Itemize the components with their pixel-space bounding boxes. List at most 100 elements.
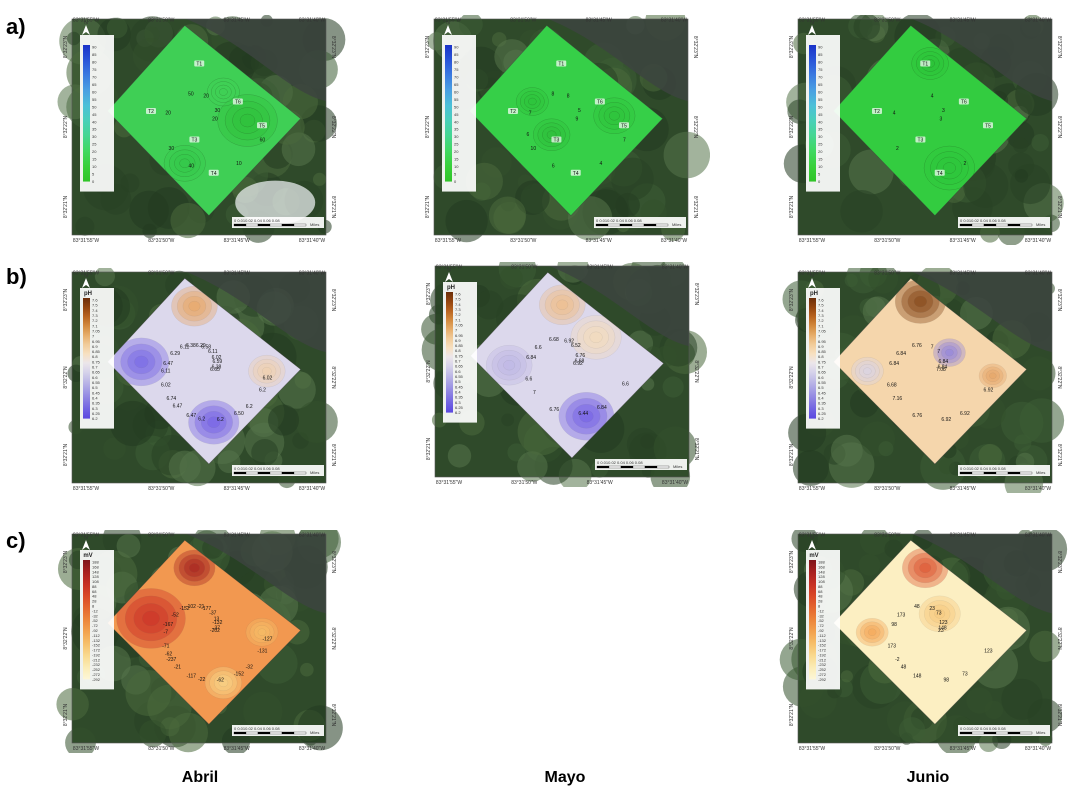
lat-tick-right: 8°32'22"N: [1056, 627, 1062, 650]
station-label: T4: [573, 171, 579, 177]
contour-label: 6.6: [622, 382, 629, 388]
vegetation-patch: [103, 437, 126, 460]
contour-ring: [576, 320, 616, 355]
station-label: T2: [510, 109, 516, 115]
legend-value: 88: [818, 584, 823, 589]
legend-value: 6.95: [455, 333, 464, 338]
legend-value: 30: [818, 134, 823, 139]
legend-value: 168: [92, 564, 99, 569]
scale-bar-segment: [1007, 731, 1021, 735]
site-outline: [469, 25, 664, 216]
legend-value: -52: [818, 618, 825, 623]
lat-tick-left: 8°32'22"N: [789, 366, 795, 389]
lon-tick-top: 83°31'40"W: [1025, 18, 1051, 24]
contour-ring: [978, 363, 1007, 389]
contour-label: 2: [896, 146, 899, 152]
vegetation-patch: [663, 131, 710, 179]
legend-value: 148: [92, 569, 99, 574]
north-label: N: [84, 20, 88, 26]
contour-label: 6.76: [912, 413, 922, 419]
legend-value: -252: [92, 667, 101, 672]
legend-value: 55: [92, 97, 97, 102]
contour-label: -177: [201, 606, 211, 612]
scale-bar-segment: [983, 731, 997, 735]
scale-bar-segment: [631, 223, 645, 227]
lon-tick-top: 83°31'55"W: [436, 265, 462, 271]
contour-ring: [933, 338, 966, 367]
vegetation-patch: [517, 451, 548, 482]
legend-value: 28: [92, 599, 97, 604]
scale-bar-segment: [620, 465, 634, 469]
lat-tick-right: 8°32'23"N: [330, 289, 336, 312]
contour-ring: [224, 100, 271, 141]
north-arrow-icon: [82, 540, 90, 550]
contour-ring: [907, 290, 934, 313]
contour-label: 6.84: [938, 359, 948, 365]
lon-tick-top: 83°31'40"W: [1025, 533, 1051, 539]
site-area: [470, 272, 664, 459]
lat-tick-right: 8°32'23"N: [693, 283, 699, 306]
station-label: T5: [259, 123, 265, 129]
scale-bar-segment: [293, 223, 307, 227]
scale-bar-box: [958, 725, 1050, 736]
vegetation-patch: [1029, 630, 1061, 662]
map-b-abril: 6.65 6.74 6.58 6.50 6.47 6.59 6.47 6.38 6.2 6.02 6…: [50, 268, 348, 493]
contour-ring: [257, 362, 277, 380]
station-marker: [958, 98, 969, 105]
lat-tick-left: 8°32'21"N: [789, 443, 795, 466]
legend-value: -232: [92, 662, 101, 667]
lon-tick-top: 83°31'40"W: [662, 265, 688, 271]
legend-ramp: [83, 45, 90, 182]
north-arrow-icon: [808, 278, 816, 288]
contour-label: 123: [984, 649, 993, 655]
scale-bar-segment: [245, 223, 259, 227]
station-label: T1: [922, 61, 928, 67]
legend-value: 6.7: [818, 365, 824, 370]
contour-label: 6.02: [161, 382, 171, 388]
vegetation-patch: [312, 172, 327, 186]
station-marker: [556, 60, 567, 67]
contour-ring: [603, 106, 625, 125]
legend-value: 6.8: [818, 354, 824, 359]
legend-value: 6.9: [92, 344, 98, 349]
legend-value: 55: [818, 97, 823, 102]
vegetation-patch: [142, 223, 157, 239]
legend-value: 7: [455, 328, 458, 333]
contour-labels: 6.656.746.586.506.47 6.596.476.386.26.026…: [161, 343, 273, 423]
contour-ring: [249, 621, 275, 643]
map-c-junio: 23 -2 23 73 98 123 148 48 123 173 73 98 173 148 48 mV 18…: [776, 530, 1074, 753]
legend-value: 20: [92, 149, 97, 154]
legend-value: 6.55: [455, 374, 464, 379]
contour-ring: [937, 341, 962, 364]
station-marker: [551, 136, 562, 143]
legend-value: 6.85: [92, 349, 101, 354]
contour-label: -117: [186, 674, 196, 680]
legend-value: 50: [454, 104, 459, 109]
vegetation-patch: [488, 196, 527, 234]
contour-label: 6.2: [259, 388, 266, 394]
contour-ring: [219, 88, 228, 96]
contour-ring: [209, 670, 238, 696]
contour-label: 6.6: [525, 376, 532, 382]
scale-bar-segment: [269, 223, 283, 227]
station-label: T4: [211, 171, 217, 177]
legend-value: 7.4: [92, 308, 98, 313]
scale-bar-ticks: 0 0.010.02 0.04 0.06 0.08: [234, 466, 280, 471]
legend-value: 6.4: [455, 389, 461, 394]
scale-bar-unit: Miles: [672, 222, 681, 227]
site-area: [107, 540, 301, 725]
scale-bar-segment: [971, 223, 985, 227]
contour-ring: [924, 600, 956, 628]
contour-ring: [919, 562, 932, 574]
contour-label: -127: [262, 636, 272, 642]
contour-label: 6.84: [889, 361, 899, 367]
legend-value: 7.5: [455, 297, 461, 302]
contour-label: 6.2: [198, 416, 205, 422]
legend-value: 60: [92, 89, 97, 94]
contour-ring: [941, 345, 958, 360]
interpolation-surface: [113, 285, 286, 445]
lat-tick-right: 8°32'21"N: [693, 438, 699, 461]
contour-label: 7.16: [892, 396, 902, 402]
contour-label: 6.47: [186, 413, 196, 419]
